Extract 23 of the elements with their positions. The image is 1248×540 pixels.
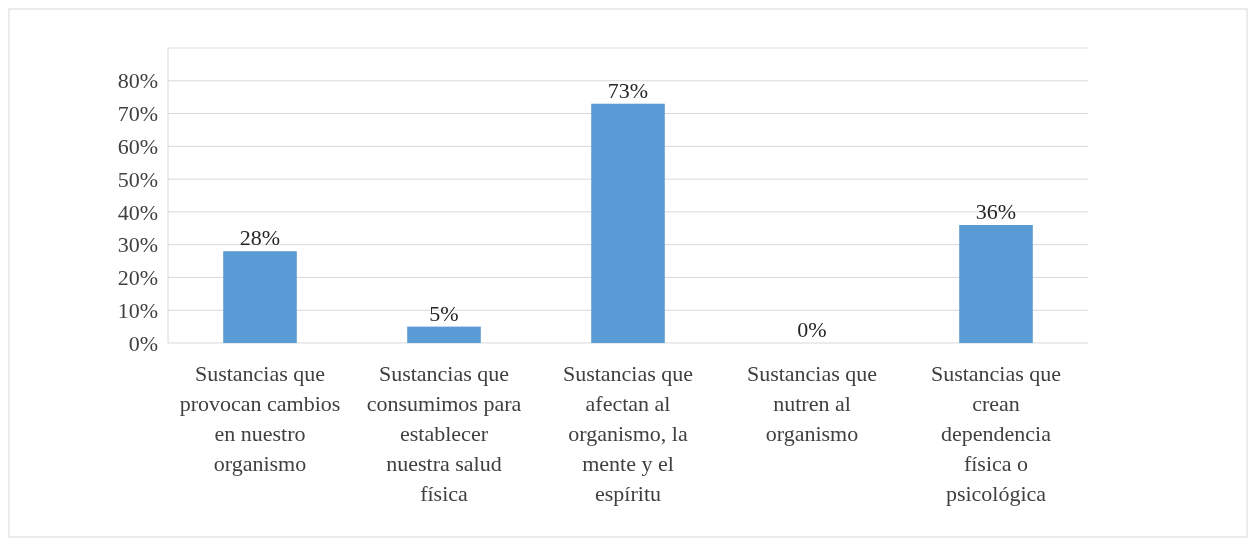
data-label: 73% <box>607 77 649 103</box>
y-tick-label: 50% <box>117 166 158 192</box>
bar <box>407 326 481 343</box>
data-label: 36% <box>975 199 1017 224</box>
bar <box>591 103 665 343</box>
x-tick-label: Sustancias que nutren al organismo <box>746 361 878 446</box>
x-tick-label: Sustancias que afectan al organismo, la mente y el espíritu <box>562 361 694 506</box>
y-tick-label: 80% <box>117 68 158 94</box>
y-tick-label: 70% <box>117 101 158 127</box>
y-tick-label: 20% <box>117 265 158 291</box>
data-label: 28% <box>239 225 281 251</box>
x-tick-label: Sustancias que provocan cambios en nuestro organismo <box>179 361 341 476</box>
x-tick-label: Sustancias que crean dependencia física o psicológica <box>930 361 1062 506</box>
y-tick-label: 60% <box>117 134 158 160</box>
y-tick-label: 10% <box>117 297 158 323</box>
y-tick-label: 0% <box>128 330 158 356</box>
x-tick-label: Sustancias que consumimos para establecer nuestra salud física <box>366 361 522 506</box>
data-label: 0% <box>797 317 827 342</box>
bar <box>223 251 297 343</box>
data-label: 5% <box>429 300 459 326</box>
y-tick-label: 30% <box>117 232 158 258</box>
y-tick-label: 40% <box>117 199 158 225</box>
bar <box>959 225 1033 343</box>
